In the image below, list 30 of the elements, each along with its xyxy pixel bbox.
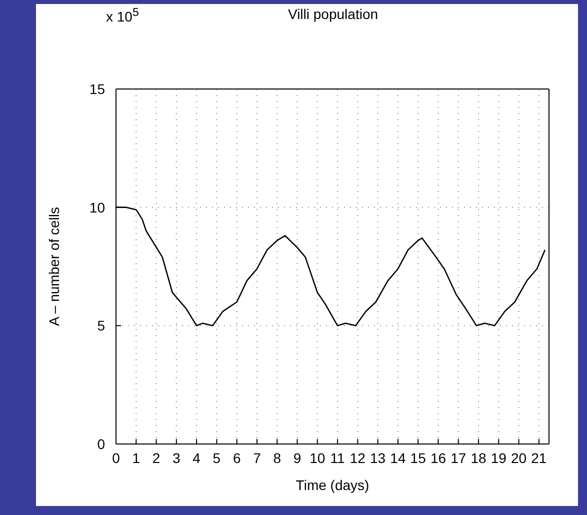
x-tick-label: 2 <box>152 450 160 466</box>
x-tick-label: 16 <box>430 450 446 466</box>
chart-title: Villi population <box>288 6 378 22</box>
y-tick-label: 10 <box>89 199 106 216</box>
x-tick-label: 19 <box>490 450 507 466</box>
x-tick-label: 0 <box>112 450 120 466</box>
x-axis-title: Time (days) <box>296 477 370 493</box>
x-tick-label: 4 <box>192 450 201 466</box>
x-tick-label: 5 <box>212 450 221 466</box>
x-tick-label: 20 <box>511 450 527 466</box>
y-tick-label: 5 <box>97 318 106 334</box>
x-tick-label: 13 <box>370 450 386 466</box>
x-tick-label: 9 <box>293 450 302 466</box>
x-tick-label: 17 <box>450 450 466 466</box>
x-tick-label: 7 <box>253 450 262 466</box>
x-tick-label: 10 <box>310 450 326 466</box>
x-tick-label: 18 <box>470 450 487 466</box>
x-tick-label: 12 <box>350 450 366 466</box>
text: x 10$^{5}$ <box>106 6 139 25</box>
x-tick-label: 21 <box>531 450 547 466</box>
x-tick-label: 3 <box>172 450 181 466</box>
y-tick-label: 0 <box>97 436 106 452</box>
x-tick-label: 15 <box>410 450 426 466</box>
x-tick-label: 11 <box>330 450 346 466</box>
x-tick-label: 14 <box>390 450 406 466</box>
x-tick-label: 8 <box>273 450 282 466</box>
y-axis-title: A – number of cells <box>46 206 62 326</box>
y-tick-label: 15 <box>89 80 106 97</box>
x-tick-label: 1 <box>132 450 140 466</box>
x-tick-label: 6 <box>232 450 241 466</box>
